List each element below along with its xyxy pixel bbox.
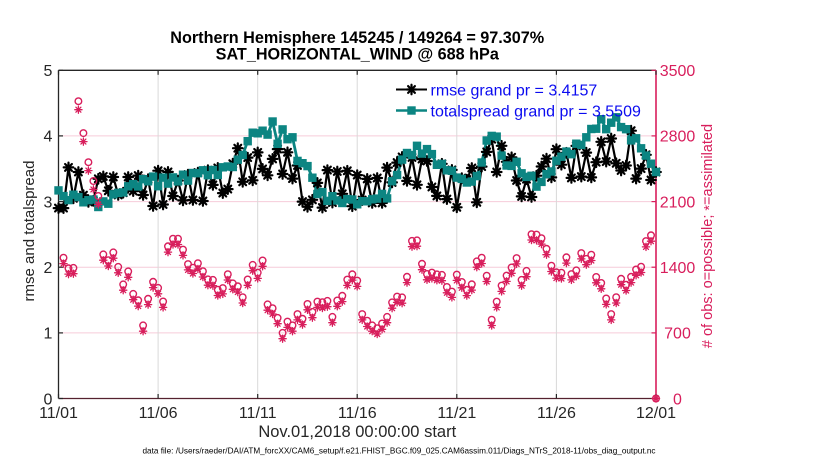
svg-text:rmse and totalspread: rmse and totalspread: [21, 161, 38, 302]
svg-text:11/21: 11/21: [437, 405, 476, 422]
svg-text:SAT_HORIZONTAL_WIND @ 688 hPa: SAT_HORIZONTAL_WIND @ 688 hPa: [216, 46, 500, 64]
svg-text:1: 1: [44, 326, 53, 343]
svg-text:Nov.01,2018 00:00:00 start: Nov.01,2018 00:00:00 start: [258, 423, 456, 441]
svg-text:12/01: 12/01: [636, 405, 676, 422]
svg-text:11/26: 11/26: [537, 405, 576, 422]
svg-text:11/06: 11/06: [139, 405, 178, 422]
svg-text:0: 0: [673, 391, 682, 408]
svg-text:11/01: 11/01: [39, 405, 78, 422]
svg-text:2800: 2800: [660, 129, 696, 146]
svg-text:0: 0: [44, 391, 53, 408]
svg-text:11/11: 11/11: [239, 405, 277, 422]
svg-text:Northern Hemisphere 145245 / 1: Northern Hemisphere 145245 / 149264 = 97…: [170, 29, 544, 47]
svg-text:11/16: 11/16: [338, 405, 377, 422]
svg-text:totalspread grand pr = 3.5509: totalspread grand pr = 3.5509: [431, 103, 641, 120]
svg-text:# of obs: o=possible; *=assimi: # of obs: o=possible; *=assimilated: [700, 124, 718, 348]
svg-text:data file: /Users/raeder/DAI/A: data file: /Users/raeder/DAI/ATM_forcXX/…: [142, 447, 655, 456]
svg-text:2100: 2100: [660, 194, 696, 211]
svg-text:rmse grand pr = 3.4157: rmse grand pr = 3.4157: [431, 82, 598, 99]
svg-text:5: 5: [44, 63, 53, 80]
svg-text:4: 4: [44, 129, 53, 146]
svg-text:2: 2: [44, 260, 53, 277]
svg-text:3500: 3500: [660, 63, 696, 80]
svg-text:1400: 1400: [660, 260, 696, 277]
svg-text:700: 700: [664, 326, 691, 343]
svg-text:3: 3: [44, 194, 53, 211]
